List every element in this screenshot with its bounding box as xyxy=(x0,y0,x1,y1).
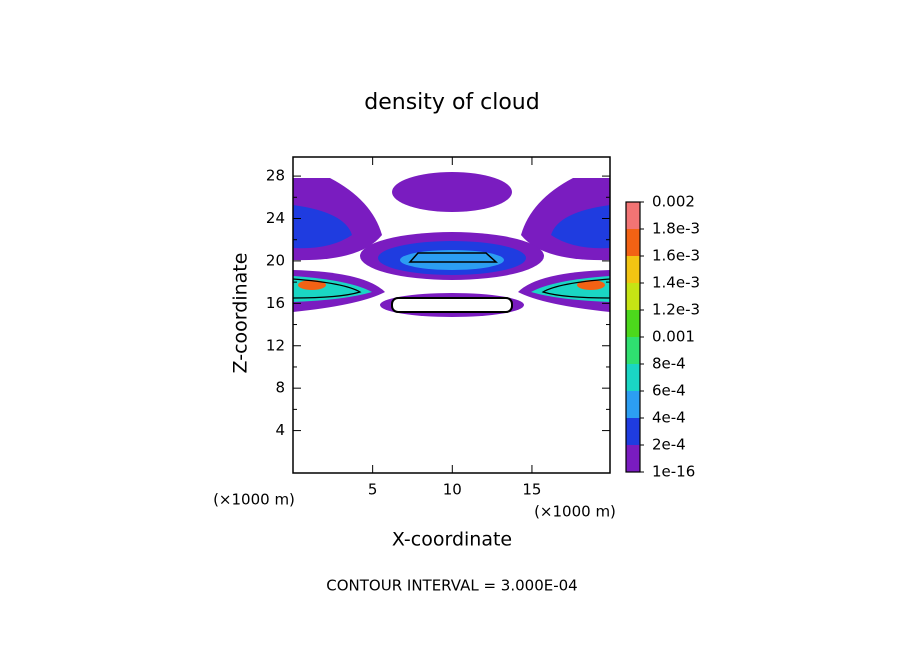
chart-title: density of cloud xyxy=(364,90,539,115)
colorbar-band xyxy=(626,445,640,472)
x-tick-label: 5 xyxy=(368,481,378,499)
colorbar-band xyxy=(626,418,640,445)
contour-line xyxy=(293,278,362,299)
y-tick-label: 12 xyxy=(266,336,285,354)
y-tick-label: 28 xyxy=(266,167,285,185)
contour-field xyxy=(293,172,610,317)
colorbar-tick-label: 8e-4 xyxy=(652,355,686,373)
colorbar-tick-label: 1.8e-3 xyxy=(652,220,700,238)
colorbar-band xyxy=(626,391,640,418)
colorbar-tick-label: 1.4e-3 xyxy=(652,274,700,292)
x-axis-label: X-coordinate xyxy=(392,529,512,551)
x-unit-label: (×1000 m) xyxy=(213,491,295,509)
colorbar-tick-label: 1e-16 xyxy=(652,463,695,481)
contour-line xyxy=(408,252,498,263)
plot-frame xyxy=(292,156,611,474)
y-tick-label: 24 xyxy=(266,209,285,227)
colorbar-band xyxy=(626,310,640,337)
colorbar-tick-label: 2e-4 xyxy=(652,436,686,454)
y-tick-label: 20 xyxy=(266,251,285,269)
y-tick-label: 8 xyxy=(275,379,285,397)
y-tick-label: 4 xyxy=(275,421,285,439)
colorbar-band xyxy=(626,283,640,310)
contour-region xyxy=(298,280,326,290)
colorbar-tick-label: 0.002 xyxy=(652,193,695,211)
colorbar-band xyxy=(626,229,640,256)
annotation: CONTOUR INTERVAL = 3.000E-04 xyxy=(326,577,577,595)
contour-region xyxy=(392,172,512,212)
colorbar-tick-label: 1.2e-3 xyxy=(652,301,700,319)
x-unit-label: (×1000 m) xyxy=(534,503,616,521)
colorbar-tick-label: 4e-4 xyxy=(652,409,686,427)
contour-region xyxy=(293,205,352,249)
colorbar-band xyxy=(626,256,640,283)
colorbar-band xyxy=(626,364,640,391)
y-axis-label: Z-coordinate xyxy=(230,253,252,374)
colorbar-tick-label: 6e-4 xyxy=(652,382,686,400)
contour-line xyxy=(541,278,610,299)
colorbar-tick-label: 1.6e-3 xyxy=(652,247,700,265)
contour-region xyxy=(577,280,605,290)
colorbar-band xyxy=(626,202,640,229)
x-tick-label: 15 xyxy=(522,481,541,499)
contour-region xyxy=(551,205,610,249)
y-tick-label: 16 xyxy=(266,294,285,312)
x-tick-label: 10 xyxy=(443,481,462,499)
contour-region xyxy=(400,250,504,270)
contour-region xyxy=(391,297,513,313)
colorbar-tick-label: 0.001 xyxy=(652,328,695,346)
colorbar-band xyxy=(626,337,640,364)
